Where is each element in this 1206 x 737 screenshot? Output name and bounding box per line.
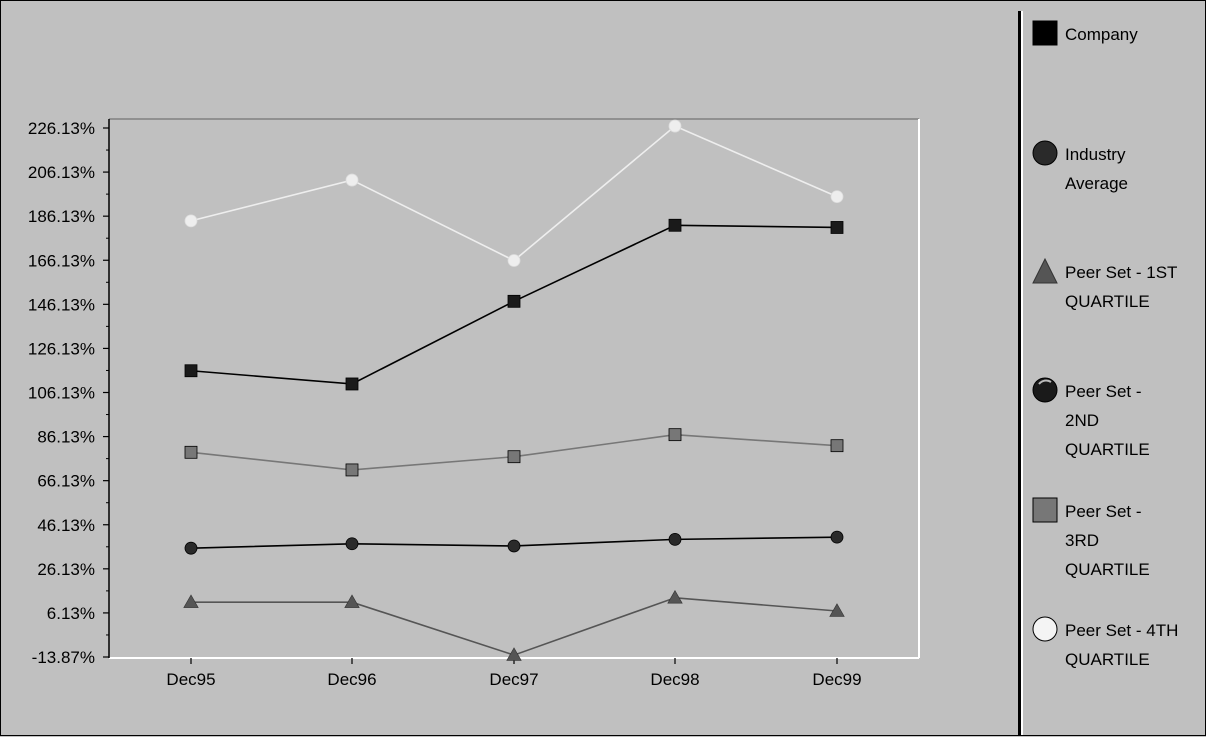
y-tick-label: 6.13% xyxy=(47,604,95,623)
legend-item-peer-set-3rd-quartile: Peer Set - 3RD QUARTILE xyxy=(1031,496,1205,584)
y-tick-label: 206.13% xyxy=(28,163,95,182)
data-point-company xyxy=(830,221,844,234)
data-point-peer-set-3rd-quartile xyxy=(507,450,521,464)
line-chart: 226.13% 206.13% 186.13% 166.13% 146.13% 126.1… xyxy=(28,118,920,689)
legend-label-line: 3RD xyxy=(1065,531,1100,550)
y-tick-label: 226.13% xyxy=(28,119,95,138)
series-company xyxy=(184,218,844,391)
data-point-industry-average xyxy=(345,537,359,551)
data-point-peer-set-3rd-quartile xyxy=(830,439,844,453)
data-point-industry-average xyxy=(830,530,844,544)
y-tick-label: 146.13% xyxy=(28,295,95,314)
series-group xyxy=(183,119,845,661)
legend-label-line: Peer Set - xyxy=(1065,382,1142,401)
legend-label-line: Peer Set - 4TH xyxy=(1065,621,1179,640)
data-point-peer-set-3rd-quartile xyxy=(668,428,682,442)
x-tick-label: Dec97 xyxy=(489,670,538,689)
legend-label-line: QUARTILE xyxy=(1065,560,1150,579)
data-point-peer-set-4th-quartile xyxy=(345,173,359,187)
legend-label-line: QUARTILE xyxy=(1065,440,1150,459)
y-tick-label: 186.13% xyxy=(28,207,95,226)
legend-item-company: Company xyxy=(1031,19,1205,49)
legend-label: Company xyxy=(1065,20,1205,49)
legend-marker-square-icon xyxy=(1032,497,1058,523)
legend-label-line: Average xyxy=(1065,174,1129,193)
data-point-company xyxy=(184,364,198,378)
x-tick-label: Dec96 xyxy=(327,670,376,689)
data-point-peer-set-4th-quartile xyxy=(507,254,521,267)
x-tick-label: Dec98 xyxy=(650,670,699,689)
legend-label-line: Industry xyxy=(1065,145,1126,164)
data-point-peer-set-1st-quartile xyxy=(667,589,683,604)
y-tick-label: 86.13% xyxy=(37,428,95,447)
data-point-industry-average xyxy=(668,532,682,546)
series-industry-average xyxy=(184,530,844,555)
series-peer-set-4th-quartile xyxy=(184,119,844,267)
legend-label: Peer Set - 1ST QUARTILE xyxy=(1065,258,1205,316)
legend-divider-highlight xyxy=(1021,11,1023,735)
y-tick-label: 126.13% xyxy=(28,339,95,358)
legend-label-line: Peer Set - xyxy=(1065,502,1142,521)
legend-label-line: Peer Set - 1ST xyxy=(1065,263,1178,282)
data-point-peer-set-3rd-quartile xyxy=(184,445,198,459)
data-point-peer-set-1st-quartile xyxy=(829,603,845,617)
data-point-company xyxy=(668,218,682,232)
legend-item-peer-set-1st-quartile: Peer Set - 1ST QUARTILE xyxy=(1031,257,1205,316)
data-point-peer-set-4th-quartile xyxy=(184,214,198,228)
legend-label-line: 2ND xyxy=(1065,411,1100,430)
legend-divider xyxy=(1018,11,1021,735)
legend-marker-triangle-icon xyxy=(1032,257,1058,284)
legend-item-peer-set-4th-quartile: Peer Set - 4TH QUARTILE xyxy=(1031,615,1205,674)
legend-label-line: QUARTILE xyxy=(1065,292,1150,311)
legend-marker-circle-icon xyxy=(1032,616,1058,642)
data-point-company xyxy=(345,377,359,391)
y-tick-label: -13.87% xyxy=(32,648,95,667)
series-peer-set-3rd-quartile xyxy=(184,428,844,477)
legend-label-line: Company xyxy=(1065,25,1138,44)
data-point-company xyxy=(507,294,521,308)
y-tick-label: 166.13% xyxy=(28,251,95,270)
data-point-peer-set-1st-quartile xyxy=(183,594,199,608)
data-point-industry-average xyxy=(507,539,521,553)
data-point-peer-set-4th-quartile xyxy=(830,190,844,204)
data-point-peer-set-3rd-quartile xyxy=(345,463,359,477)
legend-item-industry-average: Industry Average xyxy=(1031,139,1205,198)
data-point-peer-set-1st-quartile xyxy=(344,594,360,608)
y-tick-label: 106.13% xyxy=(28,384,95,403)
legend-marker-circle-shaded-icon xyxy=(1032,377,1058,403)
legend-label: Industry Average xyxy=(1065,140,1205,198)
legend-label: Peer Set - 3RD QUARTILE xyxy=(1065,497,1205,584)
x-tick-label: Dec95 xyxy=(166,670,215,689)
legend: Company Industry Average Peer Set - 1ST QUAR… xyxy=(1025,1,1206,737)
legend-marker-square-icon xyxy=(1032,20,1058,46)
legend-label-line: QUARTILE xyxy=(1065,650,1150,669)
legend-item-peer-set-2nd-quartile: Peer Set - 2ND QUARTILE xyxy=(1031,376,1205,464)
data-point-peer-set-4th-quartile xyxy=(668,119,682,133)
y-tick-label: 26.13% xyxy=(37,560,95,579)
y-tick-label: 66.13% xyxy=(37,472,95,491)
y-axis-ticks: 226.13% 206.13% 186.13% 166.13% 146.13% 126.1… xyxy=(28,119,109,667)
plot-area xyxy=(109,119,919,658)
legend-label: Peer Set - 2ND QUARTILE xyxy=(1065,377,1205,464)
legend-marker-circle-icon xyxy=(1032,140,1058,166)
data-point-peer-set-1st-quartile xyxy=(506,647,522,661)
legend-label: Peer Set - 4TH QUARTILE xyxy=(1065,616,1205,674)
x-tick-label: Dec99 xyxy=(812,670,861,689)
y-tick-label: 46.13% xyxy=(37,516,95,535)
series-peer-set-1st-quartile xyxy=(183,589,845,661)
x-axis-ticks: Dec95 Dec96 Dec97 Dec98 Dec99 xyxy=(166,658,862,689)
data-point-industry-average xyxy=(184,541,198,555)
